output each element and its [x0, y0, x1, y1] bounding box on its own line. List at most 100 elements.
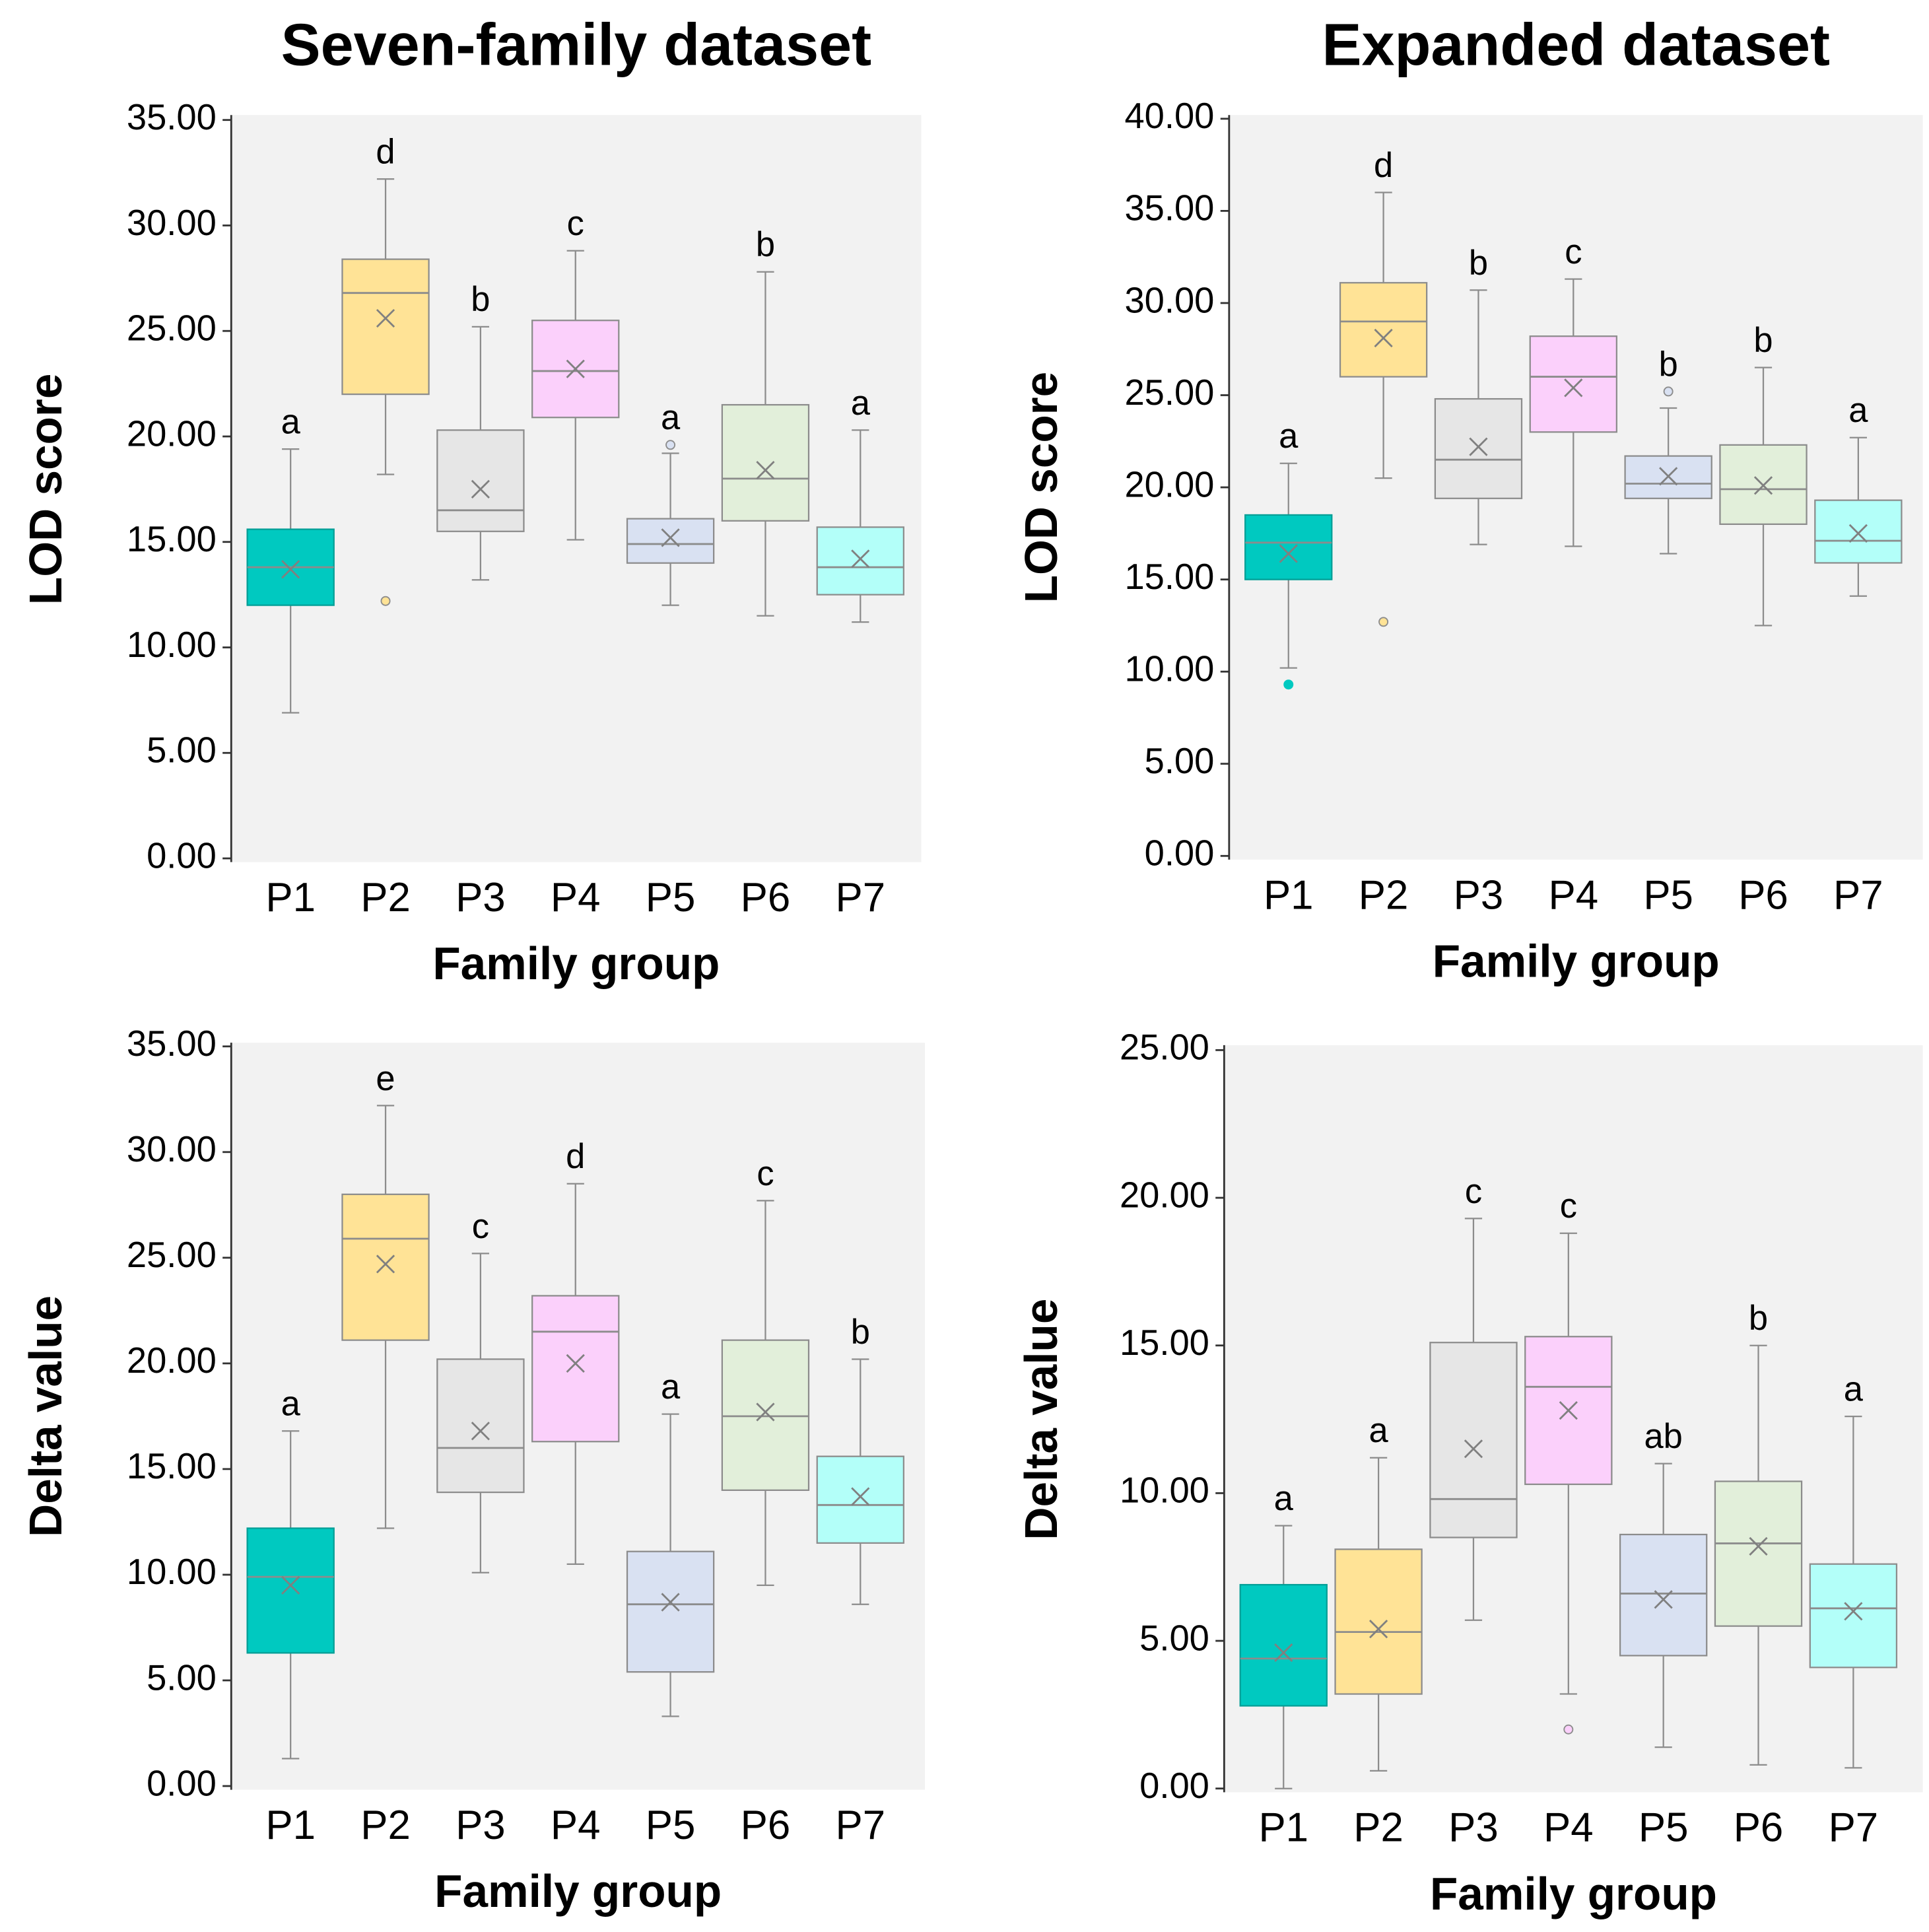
- y-tick-label: 20.00: [127, 1340, 217, 1381]
- y-tick-label: 30.00: [127, 1129, 217, 1169]
- mean-marker: [1749, 1536, 1768, 1556]
- y-tick-label: 20.00: [127, 413, 217, 454]
- y-axis-title: LOD score: [1015, 372, 1067, 603]
- y-axis-title: Delta value: [1015, 1299, 1067, 1540]
- mean-marker: [1844, 1602, 1863, 1621]
- x-axis-title: Family group: [434, 1865, 722, 1917]
- x-tick-label: P7: [835, 875, 885, 920]
- x-tick-label: P6: [741, 875, 791, 920]
- y-tick-label: 0.00: [147, 1763, 217, 1803]
- mean-marker: [376, 1255, 395, 1274]
- y-tick-label: 30.00: [127, 203, 217, 243]
- mean-marker: [566, 1354, 585, 1373]
- significance-letter: d: [376, 133, 395, 172]
- significance-letter: b: [1469, 244, 1488, 283]
- significance-letter: a: [1279, 417, 1299, 456]
- x-tick-label: P5: [646, 875, 696, 920]
- x-tick-label: P5: [646, 1803, 696, 1848]
- box: [246, 1527, 335, 1654]
- x-tick-label: P2: [360, 1803, 411, 1848]
- y-tick-label: 20.00: [1120, 1175, 1209, 1215]
- x-tick-label: P1: [265, 875, 316, 920]
- mean-marker: [1848, 524, 1868, 543]
- significance-letter: a: [281, 403, 301, 442]
- x-tick-label: P1: [1258, 1805, 1308, 1851]
- significance-letter: a: [851, 384, 871, 423]
- significance-letter: a: [661, 399, 681, 437]
- x-tick-label: P5: [1643, 872, 1693, 918]
- significance-letter: b: [471, 281, 490, 319]
- plot-background: [1229, 115, 1923, 860]
- mean-marker: [281, 560, 300, 579]
- chart-title: Expanded dataset: [1322, 13, 1830, 79]
- x-tick-label: P4: [1543, 1805, 1594, 1851]
- x-tick-label: P3: [456, 875, 506, 920]
- y-tick-label: 40.00: [1124, 96, 1214, 136]
- y-axis-title: Delta value: [20, 1295, 71, 1537]
- mean-marker: [471, 479, 490, 499]
- y-tick-label: 15.00: [127, 1446, 217, 1486]
- x-tick-label: P7: [1829, 1805, 1879, 1851]
- mean-marker: [1559, 1401, 1578, 1420]
- mean-marker: [851, 1487, 870, 1506]
- box: [626, 1550, 715, 1673]
- significance-letter: c: [567, 205, 584, 243]
- mean-marker: [661, 528, 680, 547]
- y-tick-label: 0.00: [1139, 1766, 1209, 1806]
- y-tick-label: 10.00: [127, 625, 217, 665]
- significance-letter: c: [1565, 233, 1582, 271]
- y-tick-label: 5.00: [1145, 741, 1215, 781]
- box: [436, 429, 525, 532]
- mean-marker: [851, 549, 870, 569]
- x-tick-label: P1: [265, 1803, 316, 1848]
- x-tick-label: P2: [360, 875, 411, 920]
- x-tick-label: P6: [1738, 872, 1788, 918]
- mean-marker: [281, 1575, 300, 1595]
- box: [1619, 1533, 1708, 1657]
- mean-marker: [1654, 1590, 1673, 1609]
- mean-marker: [1464, 1439, 1483, 1459]
- significance-letter: b: [756, 226, 775, 264]
- box: [1434, 397, 1523, 499]
- box: [816, 1455, 904, 1544]
- mean-marker: [471, 1422, 490, 1441]
- x-tick-label: P3: [456, 1803, 506, 1848]
- significance-letter: b: [1659, 345, 1678, 384]
- significance-letter: b: [851, 1313, 870, 1352]
- y-tick-label: 10.00: [1124, 649, 1214, 689]
- x-tick-label: P6: [1734, 1805, 1784, 1851]
- significance-letter: b: [1753, 322, 1773, 360]
- x-axis-title: Family group: [1430, 1868, 1717, 1919]
- box: [1809, 1563, 1898, 1669]
- y-tick-label: 10.00: [1120, 1470, 1209, 1511]
- box: [1714, 1480, 1803, 1627]
- significance-letter: e: [376, 1060, 395, 1098]
- x-tick-label: P2: [1359, 872, 1409, 918]
- outlier: [665, 440, 676, 450]
- mean-marker: [1469, 437, 1488, 456]
- box: [1814, 499, 1903, 564]
- x-tick-label: P5: [1639, 1805, 1689, 1851]
- mean-marker: [1564, 378, 1583, 397]
- significance-letter: a: [1844, 1370, 1864, 1408]
- box: [341, 1193, 430, 1341]
- box: [531, 1295, 620, 1443]
- outlier: [1378, 617, 1389, 627]
- outlier: [380, 596, 391, 606]
- box: [1339, 282, 1428, 378]
- mean-marker: [1369, 1620, 1388, 1639]
- significance-letter: d: [566, 1138, 585, 1176]
- x-tick-label: P7: [835, 1803, 885, 1848]
- significance-letter: a: [661, 1368, 681, 1406]
- significance-letter: c: [1560, 1187, 1577, 1225]
- x-tick-label: P1: [1264, 872, 1314, 918]
- mean-marker: [1753, 476, 1773, 495]
- chart-title: Seven-family dataset: [281, 13, 871, 79]
- mean-marker: [566, 359, 585, 378]
- mean-marker: [376, 308, 395, 328]
- x-axis-title: Family group: [1433, 935, 1720, 986]
- box: [816, 526, 904, 596]
- y-tick-label: 15.00: [127, 519, 217, 559]
- mean-marker: [1374, 328, 1393, 348]
